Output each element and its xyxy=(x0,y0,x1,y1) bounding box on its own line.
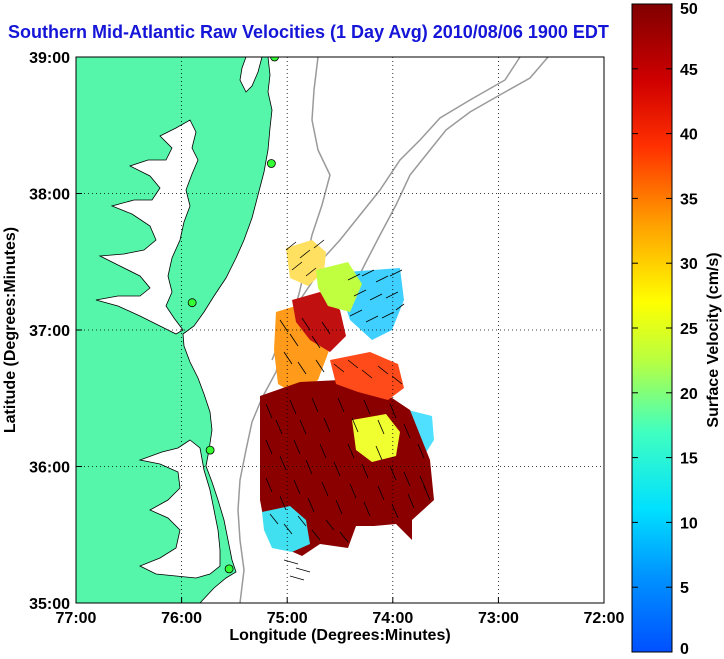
y-tick-label: 38:00 xyxy=(29,187,70,204)
y-axis-label: Latitude (Degrees:Minutes) xyxy=(2,227,19,433)
colorbar-tick-label: 45 xyxy=(680,62,698,79)
y-tick-label: 36:00 xyxy=(29,460,70,477)
x-axis-ticks: 77:00 76:00 75:00 74:00 73:00 72:00 xyxy=(56,597,625,627)
colorbar-label: Surface Velocity (cm/s) xyxy=(705,252,722,427)
velocity-vectors xyxy=(265,239,431,581)
radar-site-marker xyxy=(187,298,197,308)
colorbar-tick-label: 40 xyxy=(680,127,698,144)
x-tick-label: 75:00 xyxy=(267,610,308,627)
colorbar-tick-label: 30 xyxy=(680,256,698,273)
colorbar-tick-label: 10 xyxy=(680,515,698,532)
map-title: Southern Mid-Atlantic Raw Velocities (1 … xyxy=(8,22,609,42)
colorbar-ticks: 0 5 10 15 20 25 30 35 40 45 50 xyxy=(632,1,698,658)
radar-site-marker xyxy=(266,159,276,168)
colorbar-tick-label: 5 xyxy=(680,580,689,597)
radar-site-marker xyxy=(205,445,215,455)
x-tick-label: 74:00 xyxy=(372,610,413,627)
y-tick-label: 39:00 xyxy=(29,50,70,67)
colorbar-tick-label: 25 xyxy=(680,321,698,338)
y-axis-ticks: 35:00 36:00 37:00 38:00 39:00 xyxy=(29,50,82,613)
chesapeake-bay xyxy=(95,119,199,335)
bathymetry-contour-deep xyxy=(351,57,549,291)
radar-site-marker xyxy=(270,57,279,62)
x-tick-label: 76:00 xyxy=(161,610,202,627)
delaware-bay xyxy=(239,57,263,93)
pamlico-sound xyxy=(138,439,221,579)
y-tick-label: 35:00 xyxy=(29,596,70,613)
colorbar-tick-label: 20 xyxy=(680,386,698,403)
velocity-field xyxy=(260,240,434,556)
colorbar-tick-label: 0 xyxy=(680,641,689,658)
y-tick-label: 37:00 xyxy=(29,323,70,340)
colorbar-tick-label: 50 xyxy=(680,1,698,18)
radar-sites xyxy=(187,57,279,574)
colorbar xyxy=(631,3,673,653)
x-tick-label: 72:00 xyxy=(584,610,625,627)
x-axis-label: Longitude (Degrees:Minutes) xyxy=(229,627,450,644)
colorbar-tick-label: 15 xyxy=(680,451,698,468)
x-tick-label: 77:00 xyxy=(56,610,97,627)
radar-site-marker xyxy=(224,564,234,574)
colorbar-tick-label: 35 xyxy=(680,191,698,208)
map-grid xyxy=(76,57,604,603)
x-tick-label: 73:00 xyxy=(478,610,519,627)
